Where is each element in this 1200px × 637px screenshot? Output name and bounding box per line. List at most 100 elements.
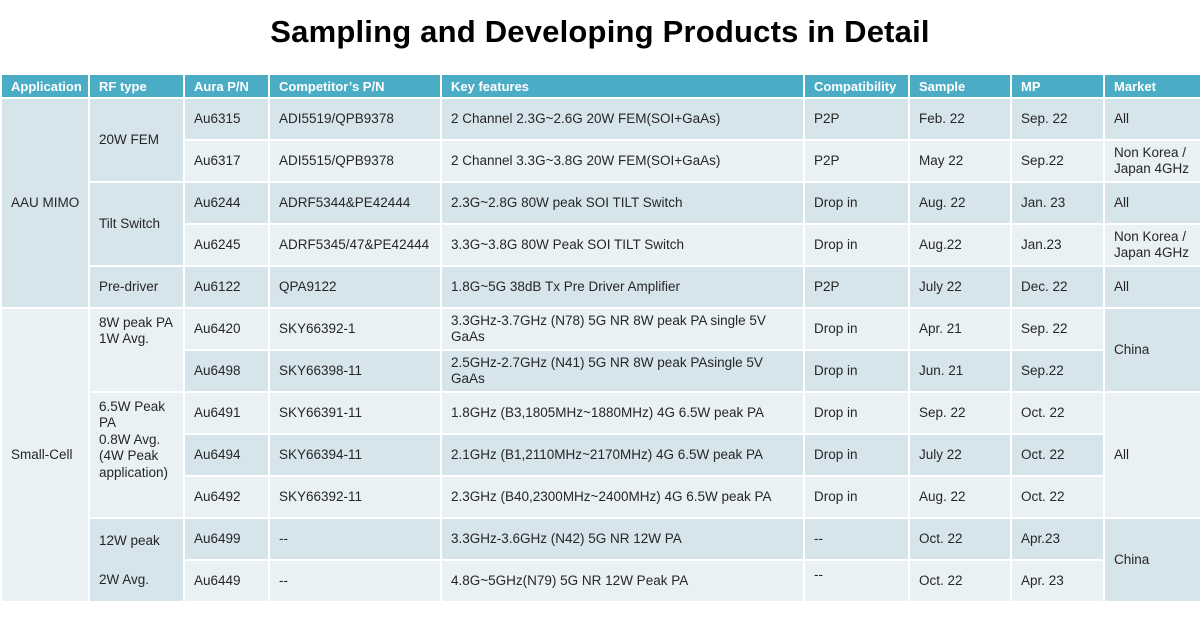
cell-competitor-pn: -- (268, 559, 442, 603)
cell-competitor-pn: ADRF5344&PE42444 (268, 181, 442, 225)
cell-compatibility: Drop in (803, 433, 910, 477)
cell-competitor-pn: QPA9122 (268, 265, 442, 309)
table-row: Au6449 -- 4.8G~5GHz(N79) 5G NR 12W Peak … (1, 559, 1200, 603)
table-row: 12W peak 2W Avg. Au6499 -- 3.3GHz-3.6GHz… (1, 517, 1200, 603)
cell-compatibility: P2P (803, 265, 910, 309)
cell-key-features: 2.3GHz (B40,2300MHz~2400MHz) 4G 6.5W pea… (440, 475, 805, 519)
cell-compatibility: Drop in (803, 223, 910, 267)
cell-sample: Apr. 21 (908, 307, 1012, 351)
cell-aura-pn: Au6420 (183, 307, 270, 351)
cell-aura-pn: Au6317 (183, 139, 270, 183)
cell-application-group: Small-Cell (0, 307, 90, 603)
cell-compatibility: -- (803, 517, 910, 561)
cell-key-features: 3.3GHz-3.7GHz (N78) 5G NR 8W peak PA sin… (440, 307, 805, 351)
cell-compatibility: Drop in (803, 307, 910, 351)
cell-market: All (1103, 265, 1200, 309)
cell-application-group: AAU MIMO (0, 97, 90, 309)
cell-market: All (1103, 391, 1200, 519)
table-row: Au6498 SKY66398-11 2.5GHz-2.7GHz (N41) 5… (1, 349, 1200, 393)
cell-mp: Sep.22 (1010, 349, 1105, 393)
cell-key-features: 1.8GHz (B3,1805MHz~1880MHz) 4G 6.5W peak… (440, 391, 805, 435)
col-header-sample: Sample (908, 73, 1012, 99)
cell-competitor-pn: SKY66394-11 (268, 433, 442, 477)
col-header-key-features: Key features (440, 73, 805, 99)
cell-competitor-pn: SKY66392-11 (268, 475, 442, 519)
cell-key-features: 2 Channel 3.3G~3.8G 20W FEM(SOI+GaAs) (440, 139, 805, 183)
cell-aura-pn: Au6244 (183, 181, 270, 225)
cell-competitor-pn: ADI5519/QPB9378 (268, 97, 442, 141)
table-row: Au6245 ADRF5345/47&PE42444 3.3G~3.8G 80W… (1, 223, 1200, 267)
cell-competitor-pn: ADRF5345/47&PE42444 (268, 223, 442, 267)
cell-mp: Dec. 22 (1010, 265, 1105, 309)
cell-mp: Sep. 22 (1010, 97, 1105, 141)
cell-competitor-pn: SKY66392-1 (268, 307, 442, 351)
cell-market: All (1103, 97, 1200, 141)
cell-aura-pn: Au6245 (183, 223, 270, 267)
cell-mp: Oct. 22 (1010, 433, 1105, 477)
col-header-mp: MP (1010, 73, 1105, 99)
cell-key-features: 2.1GHz (B1,2110MHz~2170MHz) 4G 6.5W peak… (440, 433, 805, 477)
cell-competitor-pn: ADI5515/QPB9378 (268, 139, 442, 183)
cell-rf-type: Tilt Switch (88, 181, 185, 267)
cell-sample: Jun. 21 (908, 349, 1012, 393)
col-header-competitor-pn: Competitor’s P/N (268, 73, 442, 99)
cell-compatibility: Drop in (803, 391, 910, 435)
cell-sample: July 22 (908, 265, 1012, 309)
cell-compatibility: Drop in (803, 475, 910, 519)
cell-compatibility: Drop in (803, 181, 910, 225)
cell-mp: Apr. 23 (1010, 559, 1105, 603)
cell-compatibility: P2P (803, 139, 910, 183)
cell-mp: Sep.22 (1010, 139, 1105, 183)
cell-key-features: 3.3G~3.8G 80W Peak SOI TILT Switch (440, 223, 805, 267)
cell-sample: Oct. 22 (908, 559, 1012, 603)
table-row: Pre-driver Au6122 QPA9122 1.8G~5G 38dB T… (1, 265, 1200, 309)
cell-rf-type: 6.5W Peak PA 0.8W Avg. (4W Peak applicat… (88, 391, 185, 519)
col-header-market: Market (1103, 73, 1200, 99)
cell-sample: Aug. 22 (908, 475, 1012, 519)
slide-title: Sampling and Developing Products in Deta… (270, 14, 930, 49)
table-row: AAU MIMO 20W FEM Au6315 ADI5519/QPB9378 … (0, 97, 1200, 309)
cell-key-features: 2 Channel 2.3G~2.6G 20W FEM(SOI+GaAs) (440, 97, 805, 141)
cell-mp: Jan. 23 (1010, 181, 1105, 225)
table-row: Au6317 ADI5515/QPB9378 2 Channel 3.3G~3.… (1, 139, 1200, 183)
header-row: Application RF type Aura P/N Competitor’… (0, 73, 1200, 99)
cell-aura-pn: Au6315 (183, 97, 270, 141)
cell-mp: Jan.23 (1010, 223, 1105, 267)
cell-sample: Feb. 22 (908, 97, 1012, 141)
cell-aura-pn: Au6122 (183, 265, 270, 309)
cell-compatibility: -- (803, 559, 910, 603)
cell-market: Non Korea / Japan 4GHz (1103, 139, 1200, 183)
cell-competitor-pn: SKY66398-11 (268, 349, 442, 393)
cell-aura-pn: Au6498 (183, 349, 270, 393)
cell-mp: Sep. 22 (1010, 307, 1105, 351)
cell-rf-type: 20W FEM (88, 97, 185, 183)
cell-rf-type: 12W peak 2W Avg. (88, 517, 185, 603)
cell-market: China (1103, 517, 1200, 603)
cell-key-features: 2.5GHz-2.7GHz (N41) 5G NR 8W peak PAsing… (440, 349, 805, 393)
cell-aura-pn: Au6449 (183, 559, 270, 603)
table-row: Au6492 SKY66392-11 2.3GHz (B40,2300MHz~2… (1, 475, 1200, 519)
cell-compatibility: P2P (803, 97, 910, 141)
cell-rf-type: 8W peak PA 1W Avg. (88, 307, 185, 393)
cell-mp: Apr.23 (1010, 517, 1105, 561)
cell-mp: Oct. 22 (1010, 391, 1105, 435)
cell-aura-pn: Au6492 (183, 475, 270, 519)
cell-sample: Aug. 22 (908, 181, 1012, 225)
col-header-aura-pn: Aura P/N (183, 73, 270, 99)
products-table: Application RF type Aura P/N Competitor’… (0, 73, 1200, 603)
cell-rf-type: Pre-driver (88, 265, 185, 309)
col-header-rf-type: RF type (88, 73, 185, 99)
cell-key-features: 2.3G~2.8G 80W peak SOI TILT Switch (440, 181, 805, 225)
cell-aura-pn: Au6494 (183, 433, 270, 477)
cell-key-features: 4.8G~5GHz(N79) 5G NR 12W Peak PA (440, 559, 805, 603)
cell-market: All (1103, 181, 1200, 225)
cell-key-features: 1.8G~5G 38dB Tx Pre Driver Amplifier (440, 265, 805, 309)
cell-compatibility: Drop in (803, 349, 910, 393)
cell-aura-pn: Au6499 (183, 517, 270, 561)
table-row: Small-Cell 8W peak PA 1W Avg. Au6420 SKY… (0, 307, 1200, 603)
cell-key-features: 3.3GHz-3.6GHz (N42) 5G NR 12W PA (440, 517, 805, 561)
cell-competitor-pn: -- (268, 517, 442, 561)
cell-mp: Oct. 22 (1010, 475, 1105, 519)
cell-sample: July 22 (908, 433, 1012, 477)
cell-market: China (1103, 307, 1200, 393)
